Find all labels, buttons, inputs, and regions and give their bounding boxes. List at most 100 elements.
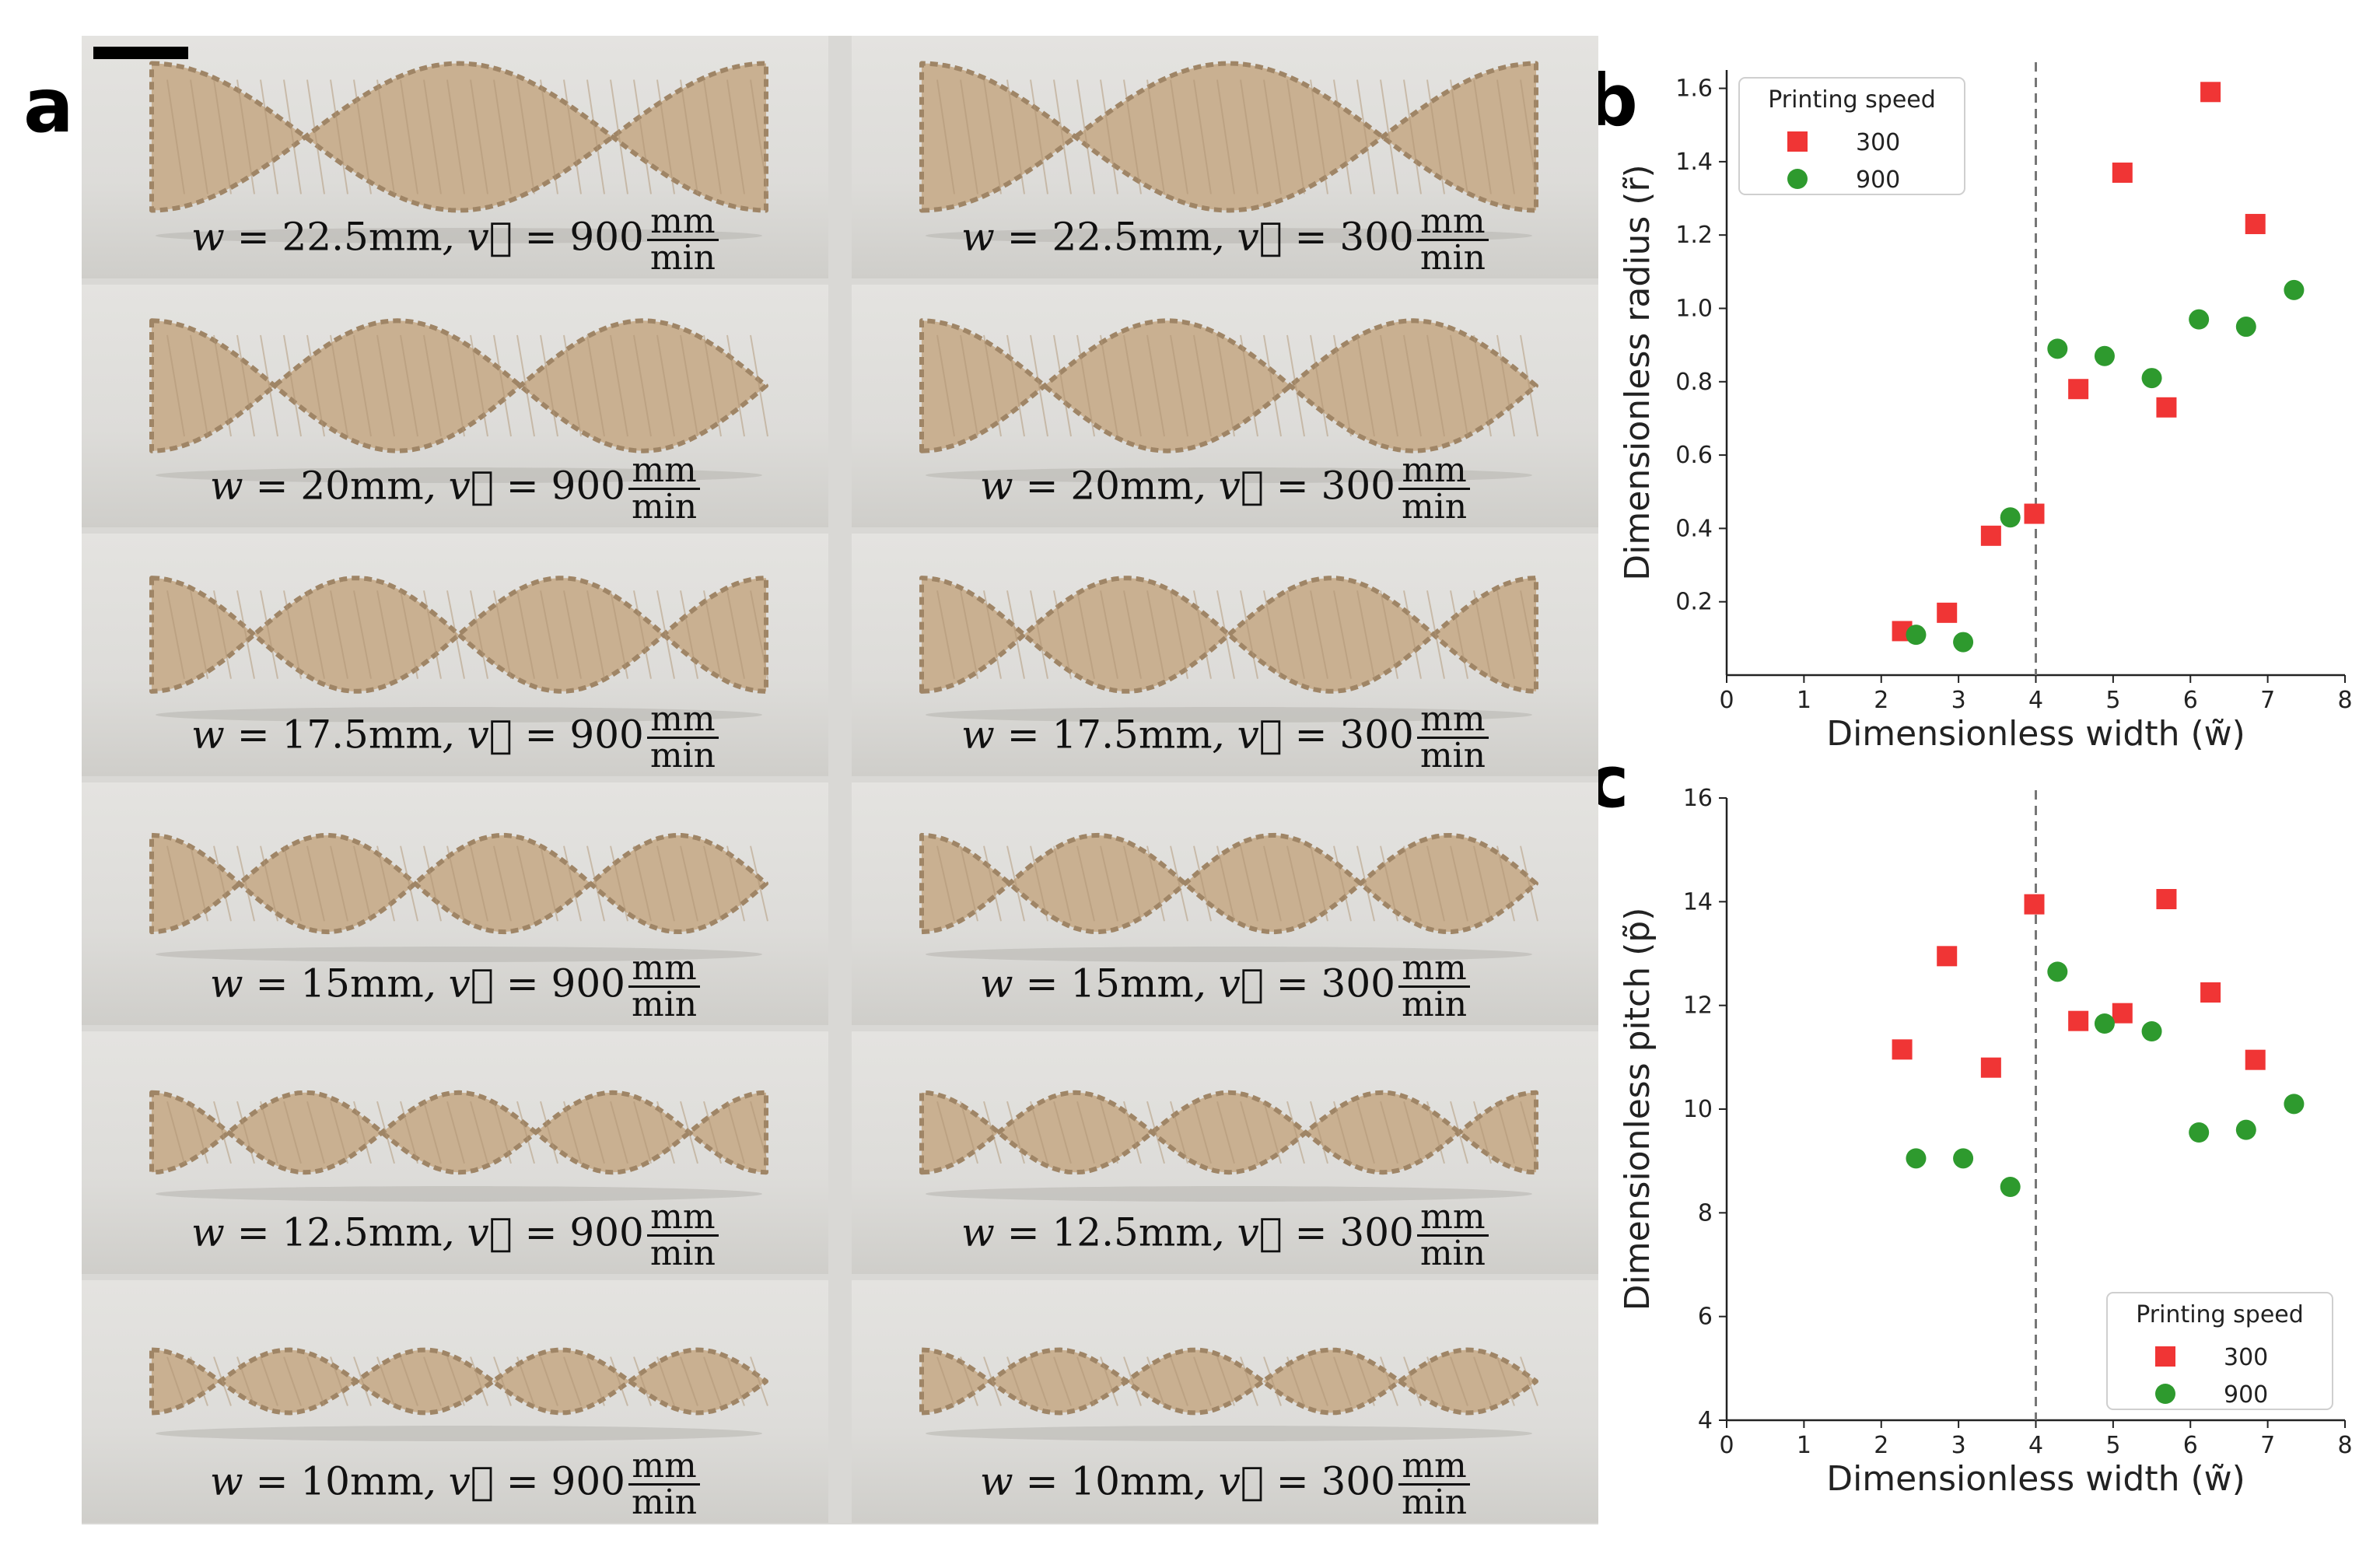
y-tick-label: 1.6 <box>1675 75 1713 103</box>
y-tick-label: 0.6 <box>1675 442 1713 469</box>
legend-label: 300 <box>1856 129 1900 156</box>
ribbon-photo: w = 15mm, v⃗ = 300 mm min <box>852 782 1598 1025</box>
caption-width-value: 20mm <box>1070 463 1194 509</box>
legend-label: 300 <box>2224 1344 2268 1371</box>
caption-speed-symbol: , v⃗ = <box>442 712 570 758</box>
data-point-square <box>2245 1049 2266 1070</box>
data-point-circle <box>2235 317 2256 338</box>
x-tick-label: 7 <box>2260 687 2275 714</box>
data-point-square <box>2068 1010 2089 1031</box>
x-axis-label: Dimensionless width (w̃) <box>1826 714 2245 754</box>
caption-width: w = <box>961 214 1052 260</box>
data-point-circle <box>2000 1177 2021 1197</box>
twisted-ribbon <box>149 1090 768 1202</box>
data-point-square <box>2200 82 2221 103</box>
unit-denominator: min <box>1401 487 1468 527</box>
y-tick-label: 14 <box>1683 888 1713 915</box>
photo-caption: w = 15mm, v⃗ = 300 mm min <box>852 951 1598 1022</box>
caption-unit-fraction: mm min <box>1416 1200 1489 1271</box>
data-point-circle <box>1906 1148 1927 1169</box>
caption-width: w = <box>191 214 282 260</box>
caption-speed-value: 300 <box>1339 214 1414 260</box>
caption-speed-value: 300 <box>1339 712 1414 758</box>
caption-unit-fraction: mm min <box>1398 951 1471 1022</box>
data-point-circle <box>2284 1094 2305 1115</box>
y-tick-label: 1.0 <box>1675 295 1713 322</box>
photo-caption: w = 20mm, v⃗ = 900 mm min <box>82 453 828 524</box>
y-tick-label: 8 <box>1698 1199 1713 1227</box>
x-axis-label: Dimensionless width (w̃) <box>1826 1459 2245 1499</box>
y-tick-label: 0.8 <box>1675 369 1713 396</box>
y-axis-label: Dimensionless pitch (p̃) <box>1618 908 1657 1311</box>
y-tick-label: 0.4 <box>1675 515 1713 542</box>
unit-numerator: mm <box>628 951 701 988</box>
data-point-square <box>2245 214 2266 235</box>
panel-label-a: a <box>23 62 74 149</box>
data-point-circle <box>2000 507 2021 528</box>
data-point-circle <box>2141 368 2162 389</box>
caption-speed-symbol: , v⃗ = <box>442 214 570 260</box>
x-tick-label: 2 <box>1874 1432 1888 1459</box>
data-point-circle <box>2141 1021 2162 1041</box>
caption-speed-value: 900 <box>551 961 625 1006</box>
photo-caption: w = 12.5mm, v⃗ = 300 mm min <box>852 1200 1598 1271</box>
x-tick-label: 1 <box>1797 687 1811 714</box>
unit-denominator: min <box>649 736 716 775</box>
unit-numerator: mm <box>628 453 701 490</box>
caption-unit-fraction: mm min <box>628 1449 701 1522</box>
twisted-ribbon <box>919 832 1538 962</box>
data-point-square <box>1980 1057 2001 1078</box>
unit-denominator: min <box>631 1482 698 1522</box>
unit-denominator: min <box>1401 1482 1468 1522</box>
unit-numerator: mm <box>646 702 719 739</box>
twisted-ribbon <box>919 1090 1538 1202</box>
caption-speed-symbol: , v⃗ = <box>1212 1209 1340 1255</box>
photo-caption: w = 20mm, v⃗ = 300 mm min <box>852 453 1598 524</box>
unit-denominator: min <box>631 487 698 527</box>
caption-speed-value: 300 <box>1321 961 1395 1006</box>
y-tick-label: 0.2 <box>1675 589 1713 616</box>
y-tick-label: 16 <box>1683 785 1713 812</box>
caption-width: w = <box>191 712 282 758</box>
y-tick-label: 1.4 <box>1675 149 1713 176</box>
data-point-circle <box>2189 309 2210 330</box>
data-point-square <box>1980 525 2001 546</box>
photo-caption: w = 15mm, v⃗ = 900 mm min <box>82 951 828 1022</box>
caption-width: w = <box>979 463 1071 509</box>
caption-width: w = <box>209 463 301 509</box>
twisted-ribbon <box>919 61 1538 243</box>
unit-numerator: mm <box>628 1449 701 1486</box>
caption-width-value: 10mm <box>1070 1458 1194 1504</box>
legend-box <box>1738 77 1965 195</box>
caption-width: w = <box>961 1209 1052 1255</box>
legend-marker-circle <box>2155 1384 2175 1404</box>
y-tick-label: 12 <box>1683 992 1713 1020</box>
data-point-circle <box>2047 338 2068 359</box>
caption-speed-value: 300 <box>1321 463 1395 509</box>
caption-width: w = <box>209 961 301 1006</box>
photo-caption: w = 17.5mm, v⃗ = 300 mm min <box>852 702 1598 773</box>
x-tick-label: 1 <box>1797 1432 1811 1459</box>
radius-scatter-plot: 0 1 2 3 4 5 6 7 8 0.2 0.4 0.6 0.8 1.0 1.2 1.4 1.6 Dimensi… <box>1618 62 2353 754</box>
caption-width-value: 10mm <box>300 1458 424 1504</box>
y-tick-label: 1.2 <box>1675 222 1713 249</box>
twisted-ribbon <box>919 318 1538 483</box>
caption-unit-fraction: mm min <box>646 205 719 275</box>
ribbon-photo: w = 22.5mm, v⃗ = 300 mm min <box>852 36 1598 278</box>
ribbon-photo: w = 20mm, v⃗ = 900 mm min <box>82 285 828 527</box>
twisted-ribbon <box>149 61 768 243</box>
caption-speed-symbol: , v⃗ = <box>1193 961 1321 1006</box>
x-tick-label: 3 <box>1951 1432 1966 1459</box>
twisted-ribbon <box>149 832 768 962</box>
caption-width-value: 22.5mm <box>1052 214 1213 260</box>
data-point-circle <box>2189 1122 2210 1143</box>
caption-speed-symbol: , v⃗ = <box>1212 214 1340 260</box>
twisted-ribbon <box>919 576 1538 723</box>
x-tick-label: 8 <box>2337 687 2352 714</box>
caption-unit-fraction: mm min <box>1398 1449 1471 1522</box>
caption-width-value: 15mm <box>300 961 424 1006</box>
x-tick-label: 0 <box>1719 687 1734 714</box>
data-point-circle <box>2094 1013 2115 1034</box>
data-point-circle <box>2047 961 2068 982</box>
